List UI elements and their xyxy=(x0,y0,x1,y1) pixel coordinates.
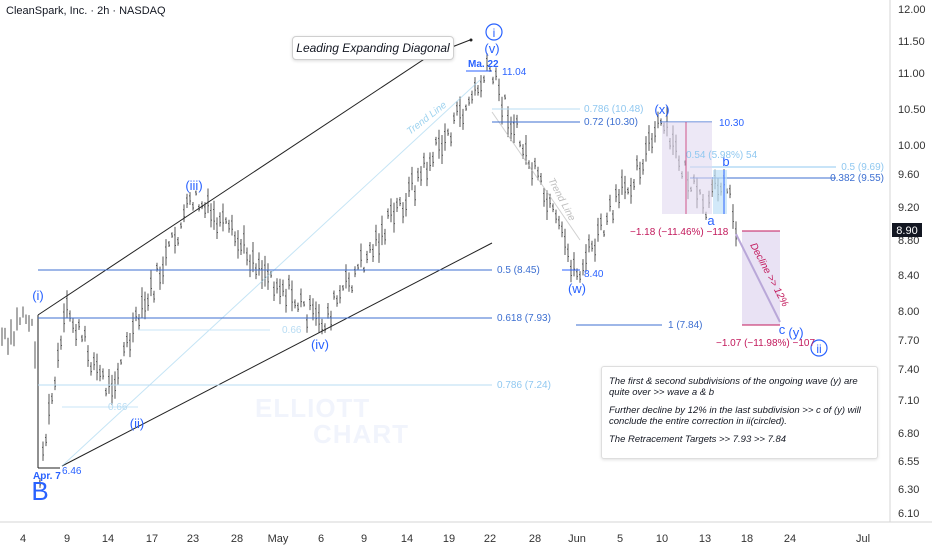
y-axis-group: 12.00 11.50 11.00 10.50 10.00 9.60 9.20 8.80 8.4… xyxy=(898,4,926,520)
current-price-label: 8.90 xyxy=(896,225,917,237)
x-tick-label: May xyxy=(268,533,289,545)
wave-label: (x) xyxy=(654,102,669,117)
wave-label: (y) xyxy=(788,325,803,340)
x-tick-label: 9 xyxy=(64,533,70,545)
x-tick-label: 14 xyxy=(401,533,413,545)
y-tick-label: 11.00 xyxy=(898,68,925,80)
note-paragraph-1: The first & second subdivisions of the o… xyxy=(609,376,858,398)
y-tick-label: 10.50 xyxy=(898,104,926,116)
price-label: 10.30 xyxy=(719,118,744,129)
x-tick-label: 19 xyxy=(443,533,455,545)
y-tick-label: 9.60 xyxy=(898,169,919,181)
x-tick-label: Jun xyxy=(568,533,586,545)
fib-level-label: 0.382 (9.55) xyxy=(830,173,884,184)
fib-level-label: 0.5 (8.45) xyxy=(497,265,540,276)
diagonal-upper-line xyxy=(37,41,451,316)
decline-box-a xyxy=(662,122,686,214)
x-tick-label: 4 xyxy=(20,533,26,545)
price-label: 8.40 xyxy=(584,269,604,280)
fib-level-label: 0.786 (7.24) xyxy=(497,380,551,391)
date-label: Ma. 22 xyxy=(468,59,499,70)
x-tick-label: 17 xyxy=(146,533,158,545)
wave-label: ii xyxy=(816,342,821,356)
wave-label: B xyxy=(31,476,48,506)
measurement-label: −1.18 (−11.46%) −118 xyxy=(630,227,729,238)
watermark: ELLIOTT CHART xyxy=(255,395,409,447)
x-tick-label: 23 xyxy=(187,533,199,545)
wave-label: a xyxy=(707,213,715,228)
fib-level-label: 0.66 xyxy=(282,325,302,336)
x-tick-label: 10 xyxy=(656,533,668,545)
rise-box-b xyxy=(713,170,727,214)
measurement-label: 0.54 (5.98%) 54 xyxy=(686,150,758,161)
wave-ii-circle xyxy=(810,339,828,357)
y-tick-label: 8.40 xyxy=(898,270,919,282)
x-tick-label: 5 xyxy=(617,533,623,545)
note-paragraph-2: Further decline by 12% in the last subdi… xyxy=(609,405,861,427)
trend-line-1 xyxy=(61,79,481,467)
pattern-label-arrow-dot xyxy=(469,38,473,42)
note-paragraph-3: The Retracement Targets >> 7.93 >> 7.84 xyxy=(609,434,787,445)
y-tick-label: 12.00 xyxy=(898,4,926,16)
wave-label: (iv) xyxy=(311,337,329,352)
fib-level-label: 0.72 (10.30) xyxy=(584,117,638,128)
wave-i-circle xyxy=(485,23,503,41)
x-tick-label: 28 xyxy=(529,533,541,545)
wave-label: (i) xyxy=(32,288,44,303)
diagonal-lower-line xyxy=(61,242,493,467)
x-tick-label: 14 xyxy=(102,533,114,545)
date-label: Apr. 7 xyxy=(33,471,61,482)
pattern-label-arrow xyxy=(451,39,471,48)
fib-level-label: 1 (7.84) xyxy=(668,320,702,331)
y-tick-label: 9.20 xyxy=(898,202,919,214)
y-tick-label: 11.50 xyxy=(898,36,925,48)
x-tick-label: 9 xyxy=(361,533,367,545)
x-tick-label: 13 xyxy=(699,533,711,545)
x-tick-label: 18 xyxy=(741,533,753,545)
price-label: 6.46 xyxy=(62,466,82,477)
decline-box-b xyxy=(686,122,712,214)
x-tick-label: Jul xyxy=(856,533,870,545)
wave-label: c xyxy=(779,322,786,337)
watermark-line2: CHART xyxy=(313,419,409,449)
wave-label: (iii) xyxy=(185,178,202,193)
x-axis-group: 4 9 14 17 23 28 May 6 9 14 19 22 28 Jun 5 10 13 18 24 Jul xyxy=(20,533,870,545)
trend-annotation: Trend Line xyxy=(405,99,449,137)
x-tick-label: 24 xyxy=(784,533,796,545)
wave-label: i xyxy=(493,26,496,40)
analysis-note-box: The first & second subdivisions of the o… xyxy=(601,366,878,459)
x-tick-label: 22 xyxy=(484,533,496,545)
wave-label: (ii) xyxy=(130,416,144,431)
y-tick-label: 8.80 xyxy=(898,235,919,247)
wave-label: (v) xyxy=(484,41,499,56)
y-tick-label: 8.00 xyxy=(898,306,919,318)
trend-line-2 xyxy=(491,111,581,241)
wave-label: (w) xyxy=(568,281,586,296)
wave-label: b xyxy=(722,154,729,169)
y-tick-label: 7.40 xyxy=(898,364,919,376)
price-label: 11.04 xyxy=(502,67,527,78)
x-tick-label: 6 xyxy=(318,533,324,545)
y-tick-label: 6.10 xyxy=(898,508,919,520)
y-tick-label: 7.10 xyxy=(898,395,919,407)
x-tick-label: 28 xyxy=(231,533,243,545)
y-tick-label: 6.30 xyxy=(898,484,919,496)
fib-level-label: 0.66 xyxy=(108,402,128,413)
y-tick-label: 10.00 xyxy=(898,140,926,152)
fib-level-label: 0.618 (7.93) xyxy=(497,313,551,324)
measurement-label: −1.07 (−11.98%) −107 xyxy=(716,338,815,349)
current-price-tag xyxy=(892,223,922,237)
watermark-line1: ELLIOTT xyxy=(255,393,371,423)
projected-path-c xyxy=(735,233,781,323)
y-tick-label: 7.70 xyxy=(898,335,919,347)
pattern-label-box: Leading Expanding Diagonal xyxy=(292,36,454,60)
y-tick-label: 6.80 xyxy=(898,428,919,440)
y-tick-label: 6.55 xyxy=(898,456,919,468)
candles-group xyxy=(1,53,737,488)
fib-level-label: 0.5 (9.69) xyxy=(841,162,884,173)
fib-level-label: 0.786 (10.48) xyxy=(584,104,644,115)
chart-title: CleanSpark, Inc. · 2h · NASDAQ xyxy=(6,5,166,17)
